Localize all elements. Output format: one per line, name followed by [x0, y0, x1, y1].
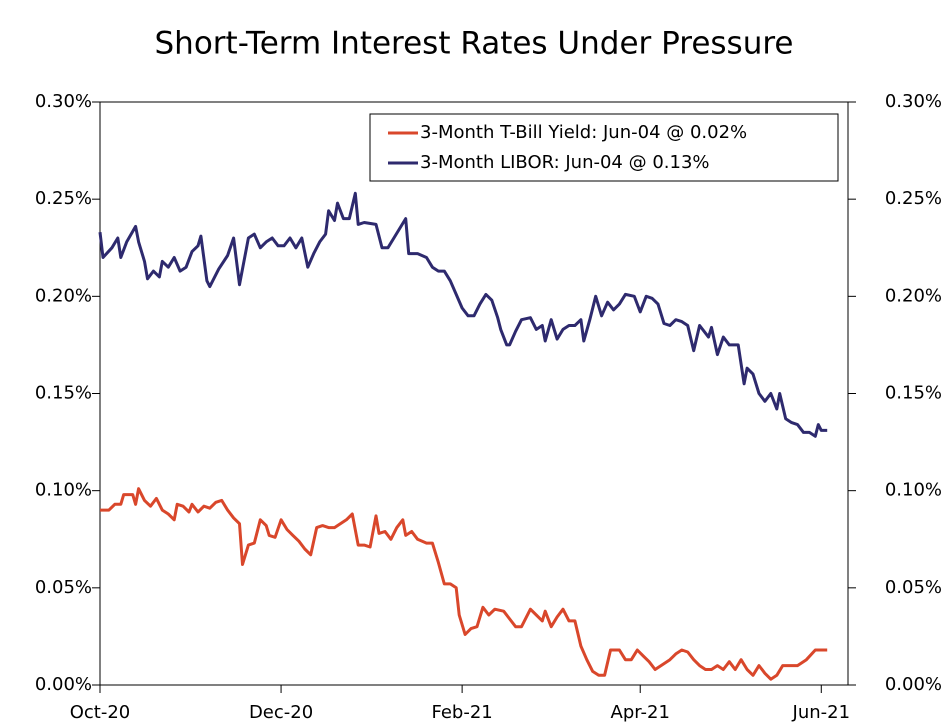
- y2-tick-label: 0.10%: [885, 480, 942, 501]
- chart-title: Short-Term Interest Rates Under Pressure: [155, 26, 794, 62]
- legend-box: [369, 113, 839, 182]
- x-tick-label: Apr-21: [611, 702, 670, 723]
- legend-label: 3-Month LIBOR: Jun-04 @ 0.13%: [420, 152, 710, 173]
- y-tick-label: 0.20%: [35, 285, 92, 306]
- y2-tick-label: 0.15%: [885, 383, 942, 404]
- y-tick-label: 0.00%: [35, 674, 92, 695]
- x-tick-label: Dec-20: [249, 702, 313, 723]
- y2-tick-label: 0.30%: [885, 91, 942, 112]
- plot-frame: [99, 101, 849, 686]
- y-tick-label: 0.05%: [35, 577, 92, 598]
- y2-tick-label: 0.00%: [885, 674, 942, 695]
- x-tick-label: Feb-21: [431, 702, 492, 723]
- y2-tick-label: 0.20%: [885, 285, 942, 306]
- series-line: [98, 191, 828, 438]
- x-tick-label: Oct-20: [70, 702, 131, 723]
- y-tick-label: 0.15%: [35, 383, 92, 404]
- y-tick-label: 0.25%: [35, 188, 92, 209]
- x-tick-label: Jun-21: [792, 702, 851, 723]
- y-tick-label: 0.30%: [35, 91, 92, 112]
- y-tick-label: 0.10%: [35, 480, 92, 501]
- y2-tick-label: 0.25%: [885, 188, 942, 209]
- legend-label: 3-Month T-Bill Yield: Jun-04 @ 0.02%: [420, 122, 747, 143]
- series-line: [100, 487, 828, 681]
- y2-tick-label: 0.05%: [885, 577, 942, 598]
